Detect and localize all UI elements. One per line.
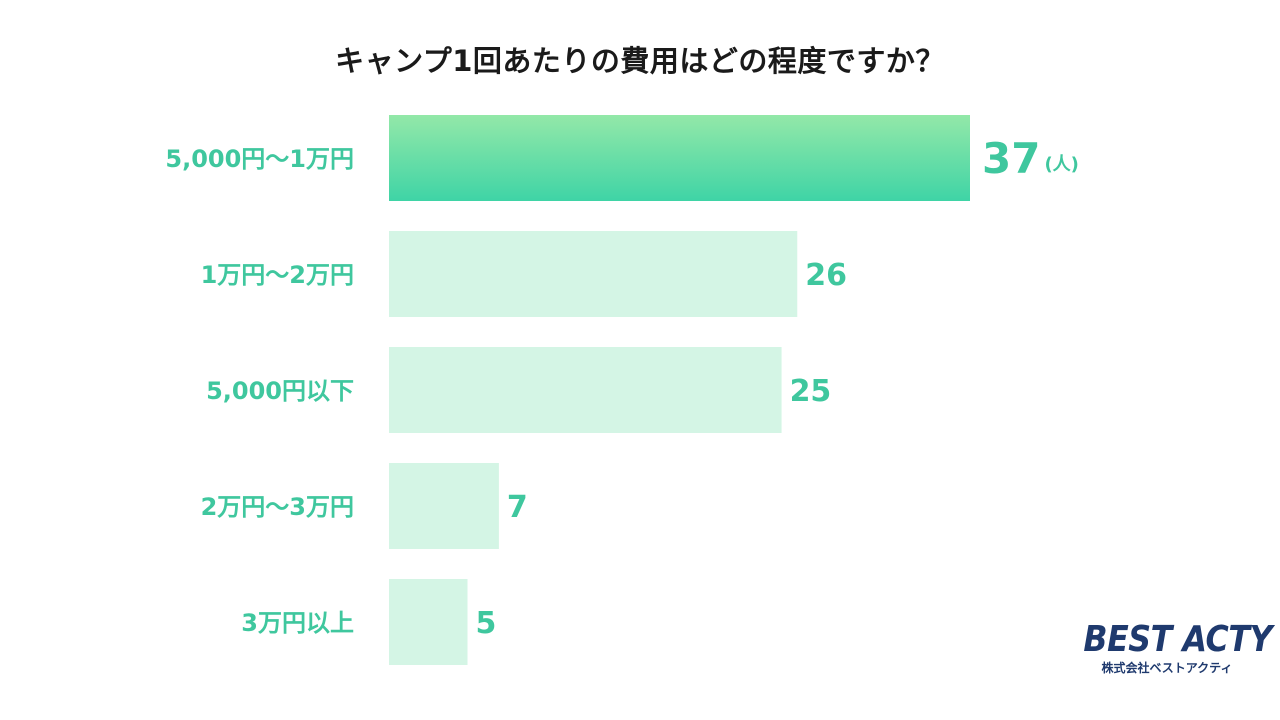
unit-label: (人): [1044, 154, 1078, 175]
value-label-4: 5: [476, 606, 497, 641]
bar-1: [389, 231, 798, 317]
chart-title: キャンプ1回あたりの費用はどの程度ですか？: [335, 44, 945, 78]
category-label-2: 5,000円以下: [206, 377, 354, 405]
bar-2: [389, 347, 782, 433]
value-label-3: 7: [507, 490, 528, 525]
category-label-3: 2万円～3万円: [201, 493, 354, 521]
bar-3: [389, 463, 499, 549]
value-label-1: 26: [805, 258, 847, 293]
category-label-1: 1万円～2万円: [201, 261, 354, 289]
category-label-4: 3万円以上: [241, 609, 354, 637]
category-label-0: 5,000円～1万円: [165, 145, 354, 173]
company-logo: BEST ACTY 株式会社ベストアクティ: [1072, 619, 1273, 676]
logo-company-name: 株式会社ベストアクティ: [1101, 661, 1233, 675]
bar-0: [389, 115, 970, 201]
value-label-2: 25: [790, 374, 832, 409]
logo-wordmark: BEST ACTY: [1083, 619, 1273, 660]
bar-4: [389, 579, 468, 665]
value-label-0: 37: [982, 134, 1040, 183]
